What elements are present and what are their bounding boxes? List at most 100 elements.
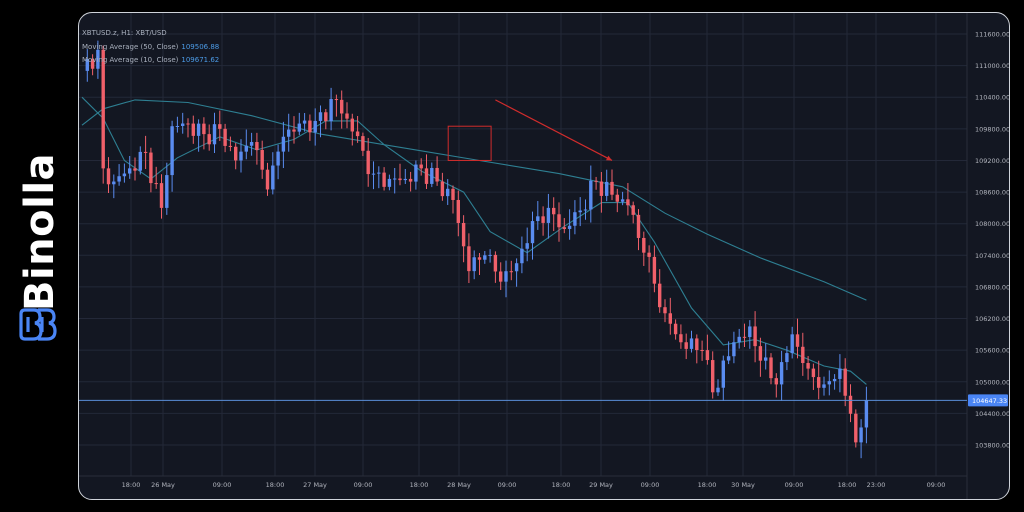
- y-tick-label: 105000.00: [975, 378, 1009, 386]
- candle: [525, 227, 529, 262]
- candle: [679, 324, 683, 349]
- candle-body: [308, 120, 312, 133]
- candle: [207, 124, 211, 151]
- candle-body: [504, 271, 508, 282]
- symbol-label: XBTUSD.z, H1: XBT/USD: [82, 29, 167, 37]
- candle-body: [345, 113, 349, 119]
- candle: [642, 231, 646, 266]
- candle-body: [90, 58, 95, 69]
- candle: [212, 112, 217, 153]
- candle-body: [281, 136, 286, 152]
- candle-body: [143, 151, 148, 153]
- x-tick-label: 09:00: [354, 481, 373, 489]
- y-tick-label: 108600.00: [975, 189, 1009, 197]
- candlestick-chart[interactable]: 111600.00 111000.00 110400.00 109800.00 1092…: [79, 13, 1009, 499]
- candle: [398, 163, 402, 186]
- candle: [239, 139, 243, 173]
- candle-body: [366, 150, 370, 175]
- candle-body: [695, 338, 699, 351]
- candle-body: [334, 99, 339, 101]
- candle-body: [631, 205, 635, 215]
- candle-body: [562, 227, 566, 229]
- candle-body: [843, 368, 847, 396]
- candle-body: [854, 413, 858, 443]
- candle: [599, 171, 604, 213]
- candle-body: [196, 123, 201, 136]
- candle-body: [260, 150, 264, 170]
- candle: [122, 163, 127, 183]
- ma10-line: [81, 96, 867, 385]
- chart-panel[interactable]: 111600.00 111000.00 110400.00 109800.00 1092…: [78, 12, 1010, 500]
- brand-sidebar: Binolla: [0, 0, 78, 512]
- candle: [456, 190, 460, 237]
- candle-body: [202, 123, 206, 135]
- x-tick-label: 26 May: [151, 481, 175, 489]
- candle-body: [414, 164, 418, 182]
- x-tick-label: 18:00: [122, 481, 141, 489]
- candle-body: [292, 129, 296, 132]
- candle-body: [446, 188, 450, 197]
- candle-body: [472, 257, 476, 272]
- candle-body: [546, 207, 551, 223]
- candle-body: [271, 165, 275, 190]
- candle-body: [583, 209, 588, 211]
- candle: [610, 169, 614, 201]
- candle-body: [133, 168, 137, 171]
- x-tick-label: 09:00: [213, 481, 232, 489]
- candle: [430, 162, 434, 188]
- candle: [138, 146, 142, 175]
- candle-body: [218, 124, 222, 129]
- candle: [393, 168, 397, 194]
- candle-body: [827, 381, 831, 385]
- candle-body: [287, 129, 291, 137]
- candle: [652, 245, 657, 293]
- candle-body: [557, 214, 561, 228]
- candle-body: [313, 120, 317, 133]
- candle-body: [324, 112, 328, 122]
- candle: [795, 318, 800, 359]
- candle: [520, 236, 524, 274]
- candle-body: [764, 357, 768, 361]
- candle-body: [700, 350, 704, 352]
- candle-body: [276, 151, 280, 166]
- candle: [536, 201, 540, 230]
- candle-body: [737, 336, 741, 343]
- x-tick-label: 09:00: [498, 481, 517, 489]
- candle-body: [838, 368, 842, 379]
- candle-body: [212, 124, 217, 145]
- candle: [726, 341, 731, 365]
- candle-body: [769, 357, 773, 379]
- candle-body: [822, 384, 826, 388]
- candle-body: [461, 222, 466, 247]
- candle: [244, 129, 248, 160]
- candle-body: [154, 183, 158, 185]
- candle-body: [589, 180, 593, 210]
- candle: [340, 90, 344, 129]
- x-tick-label: 18:00: [410, 481, 429, 489]
- candle: [355, 116, 360, 143]
- candle-body: [488, 254, 492, 256]
- candle: [499, 262, 503, 290]
- candle-body: [435, 167, 439, 182]
- candle: [117, 164, 121, 186]
- candle-body: [244, 145, 248, 152]
- candle-body: [403, 178, 407, 181]
- candle-body: [573, 212, 577, 226]
- candle: [191, 115, 195, 144]
- candle: [758, 337, 763, 377]
- candle-body: [599, 181, 604, 196]
- ma50-legend: Moving Average (50, Close) 109506.88: [82, 41, 219, 55]
- candle: [838, 354, 842, 393]
- candle: [276, 144, 280, 180]
- candle-body: [350, 118, 354, 132]
- candle: [371, 161, 376, 190]
- candle-body: [393, 178, 397, 180]
- candle: [573, 200, 577, 235]
- candle-body: [817, 377, 821, 388]
- candle-body: [530, 221, 535, 244]
- candle-body: [774, 378, 778, 385]
- candle-body: [419, 164, 423, 169]
- candle: [620, 191, 625, 206]
- candle: [202, 117, 206, 150]
- candle: [854, 409, 858, 448]
